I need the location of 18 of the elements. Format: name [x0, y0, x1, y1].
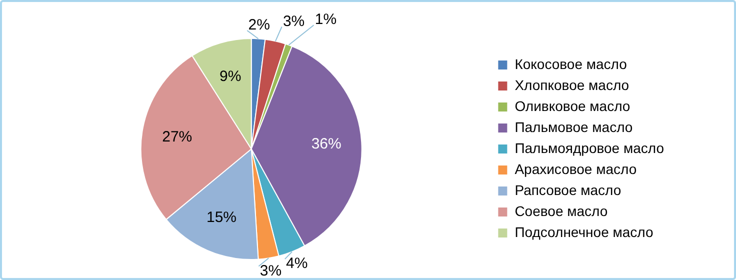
data-label: 1% [314, 11, 337, 28]
data-label: 27% [162, 128, 192, 146]
data-label: 15% [206, 209, 237, 226]
data-label: 36% [311, 135, 342, 152]
data-label: 4% [286, 255, 308, 272]
data-label: 2% [248, 16, 270, 34]
legend-label: Кокосовое масло [514, 56, 628, 72]
data-label: 9% [220, 68, 242, 85]
legend-label: Соевое масло [514, 202, 608, 219]
legend-label: Хлопковое масло [514, 76, 630, 93]
legend-label: Подсолнечное масло [514, 224, 654, 240]
legend-label: Арахисовое масло [514, 160, 637, 177]
legend-label: Рапсовое масло [514, 182, 622, 198]
data-label: 3% [260, 262, 282, 280]
legend-label: Пальмовое масло [514, 118, 633, 135]
legend-label: Пальмоядровое масло [514, 140, 664, 156]
legend-label: Оливковое масло [514, 98, 630, 114]
data-label: 3% [282, 12, 305, 30]
